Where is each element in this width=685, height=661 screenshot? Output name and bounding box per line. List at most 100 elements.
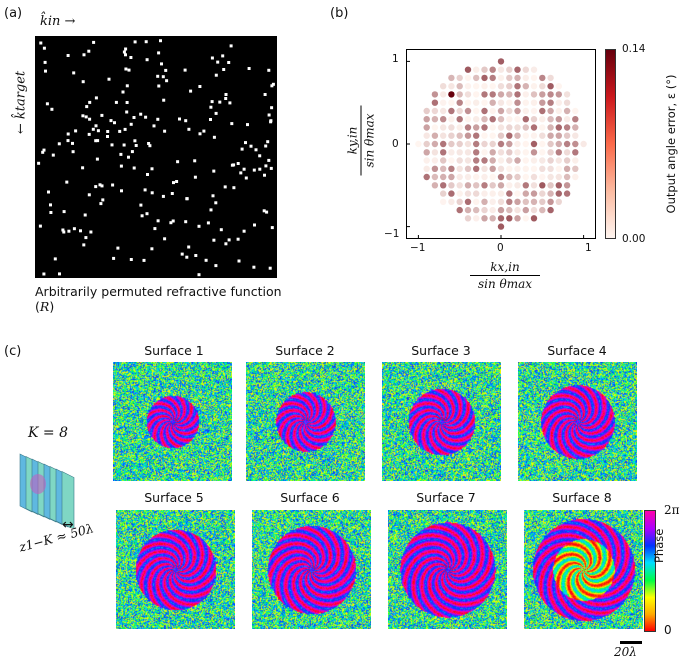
permutation-dot — [171, 219, 175, 223]
error-point — [547, 165, 554, 172]
permutation-dot — [50, 107, 54, 111]
error-point — [489, 165, 496, 172]
error-point — [572, 140, 579, 148]
permutation-dot — [189, 89, 193, 93]
error-point — [497, 182, 505, 189]
permutation-dot — [91, 127, 95, 131]
error-point — [555, 190, 562, 197]
permutation-dot — [124, 47, 128, 51]
error-point — [506, 190, 513, 197]
permutation-dots — [37, 39, 275, 277]
permutation-dot — [66, 54, 70, 57]
permutation-dot — [212, 238, 216, 242]
error-point — [555, 132, 562, 139]
error-point — [440, 107, 447, 115]
error-point — [473, 173, 480, 181]
error-point — [547, 91, 554, 98]
error-point — [448, 149, 455, 156]
permutation-dot — [114, 100, 118, 104]
error-point — [547, 132, 554, 139]
error-point — [456, 116, 463, 123]
error-point — [464, 74, 472, 82]
error-point — [555, 116, 562, 123]
error-point — [572, 165, 579, 172]
error-point — [456, 107, 463, 115]
permutation-dot — [62, 210, 66, 214]
permutation-dot — [109, 119, 113, 123]
permutation-dot — [37, 161, 41, 165]
error-point — [440, 124, 447, 131]
error-point — [456, 83, 463, 90]
permutation-dot — [156, 117, 160, 121]
error-point — [539, 99, 546, 106]
permutation-dot — [92, 40, 96, 44]
error-point — [522, 190, 529, 197]
error-point — [473, 206, 480, 214]
permutation-dot — [172, 181, 175, 185]
permutation-dot — [237, 259, 241, 263]
error-point — [514, 149, 521, 156]
error-point — [497, 132, 505, 139]
permutation-dot — [94, 139, 98, 143]
error-point — [555, 149, 562, 156]
error-point — [530, 66, 538, 73]
error-point — [547, 206, 554, 214]
error-point — [555, 165, 562, 172]
y-tick-neg1: −1 — [384, 228, 400, 240]
permutation-dot — [127, 68, 131, 72]
permutation-dot — [125, 101, 129, 104]
error-point — [547, 124, 554, 131]
x-tick-neg1: −1 — [410, 242, 426, 254]
error-point — [489, 124, 496, 131]
permutation-dot — [180, 252, 184, 256]
error-point — [530, 116, 538, 123]
error-point — [514, 74, 521, 82]
error-point — [572, 124, 579, 131]
error-point — [473, 215, 480, 222]
permutation-dot — [72, 71, 76, 75]
error-point — [440, 99, 447, 106]
permutation-dot — [164, 68, 168, 72]
error-point — [572, 173, 579, 181]
error-point — [481, 140, 488, 148]
error-point — [530, 157, 538, 164]
permutation-dot — [185, 197, 189, 201]
permutation-dot — [39, 41, 43, 45]
permutation-dot — [222, 68, 226, 71]
error-point — [547, 107, 554, 115]
error-point — [489, 149, 496, 156]
error-point — [572, 107, 579, 115]
error-point — [448, 116, 455, 123]
permutation-dot — [42, 148, 46, 152]
permutation-dot — [145, 212, 149, 216]
error-point — [423, 165, 430, 172]
error-point — [547, 74, 554, 82]
error-point — [514, 66, 521, 73]
permutation-dot — [88, 117, 92, 121]
surface-title-8: Surface 8 — [552, 490, 612, 505]
error-point — [423, 140, 430, 148]
error-point — [506, 107, 513, 115]
permutation-dot — [224, 93, 228, 96]
error-point — [547, 140, 554, 148]
permutation-dot — [43, 60, 47, 64]
permutation-dot — [163, 237, 167, 241]
error-point — [506, 198, 513, 205]
error-colorbar-max: 0.14 — [622, 43, 646, 55]
error-point — [514, 165, 521, 172]
permutation-dot — [157, 51, 161, 55]
error-point — [547, 99, 554, 106]
error-point — [489, 116, 496, 123]
permutation-dot — [193, 175, 197, 179]
error-point — [456, 190, 463, 197]
error-point — [464, 215, 472, 222]
surface-phase-map-2 — [246, 362, 365, 481]
error-point — [473, 107, 480, 115]
permutation-dot — [253, 223, 256, 227]
error-point — [514, 124, 521, 131]
error-point — [448, 132, 455, 139]
permutation-dot — [82, 53, 86, 57]
permutation-dot — [142, 258, 146, 262]
error-point — [506, 66, 513, 73]
error-point — [530, 206, 538, 214]
